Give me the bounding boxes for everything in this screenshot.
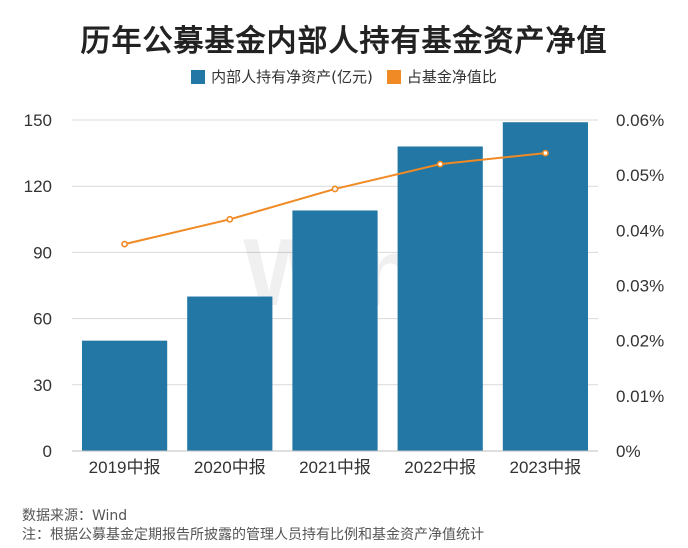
bar bbox=[397, 146, 483, 452]
source-note: 数据来源：Wind bbox=[22, 508, 128, 524]
x-axis-tick-label: 2019中报 bbox=[89, 458, 161, 477]
left-axis-tick-label: 90 bbox=[33, 243, 52, 262]
bar bbox=[187, 296, 273, 451]
right-axis-tick-label: 0.02% bbox=[616, 332, 664, 351]
right-axis-tick-label: 0.05% bbox=[616, 166, 664, 185]
x-axis-tick-label: 2021中报 bbox=[299, 458, 371, 477]
legend-swatch-bar bbox=[191, 69, 206, 84]
x-axis-tick-label: 2023中报 bbox=[509, 458, 581, 477]
x-axis-tick-label: 2022中报 bbox=[404, 458, 476, 477]
legend: 内部人持有净资产(亿元) 占基金净值比 bbox=[0, 66, 688, 87]
line-point bbox=[542, 149, 549, 157]
left-axis-tick-label: 60 bbox=[33, 310, 52, 329]
right-axis-tick-label: 0.04% bbox=[616, 221, 664, 240]
bar bbox=[502, 122, 589, 451]
right-axis-tick-label: 0.03% bbox=[616, 277, 664, 296]
line-point bbox=[331, 185, 339, 193]
left-axis-tick-label: 0 bbox=[43, 442, 52, 461]
bar bbox=[292, 210, 378, 451]
left-axis-tick-label: 150 bbox=[24, 111, 52, 130]
right-axis-tick-label: 0.06% bbox=[616, 111, 664, 130]
bar bbox=[81, 340, 168, 451]
left-axis-tick-label: 120 bbox=[24, 177, 52, 196]
left-axis-tick-label: 30 bbox=[33, 376, 52, 395]
legend-label-line: 占基金净值比 bbox=[406, 68, 497, 86]
legend-swatch-line bbox=[386, 69, 401, 84]
legend-label-bar: 内部人持有净资产(亿元) bbox=[211, 68, 373, 86]
right-axis-tick-label: 0.01% bbox=[616, 387, 664, 406]
line-point bbox=[436, 160, 444, 168]
chart-title: 历年公募基金内部人持有基金资产净值 bbox=[80, 24, 608, 59]
line-point bbox=[121, 240, 128, 248]
right-axis-tick-label: 0% bbox=[616, 442, 641, 461]
x-axis-tick-label: 2020中报 bbox=[194, 458, 266, 477]
line-point bbox=[226, 215, 234, 223]
legend-item-bar[interactable]: 内部人持有净资产(亿元) bbox=[191, 66, 373, 87]
legend-item-line[interactable]: 占基金净值比 bbox=[386, 66, 497, 87]
footnote: 注：根据公募基金定期报告所披露的管理人员持有比例和基金资产净值统计 bbox=[22, 527, 484, 543]
